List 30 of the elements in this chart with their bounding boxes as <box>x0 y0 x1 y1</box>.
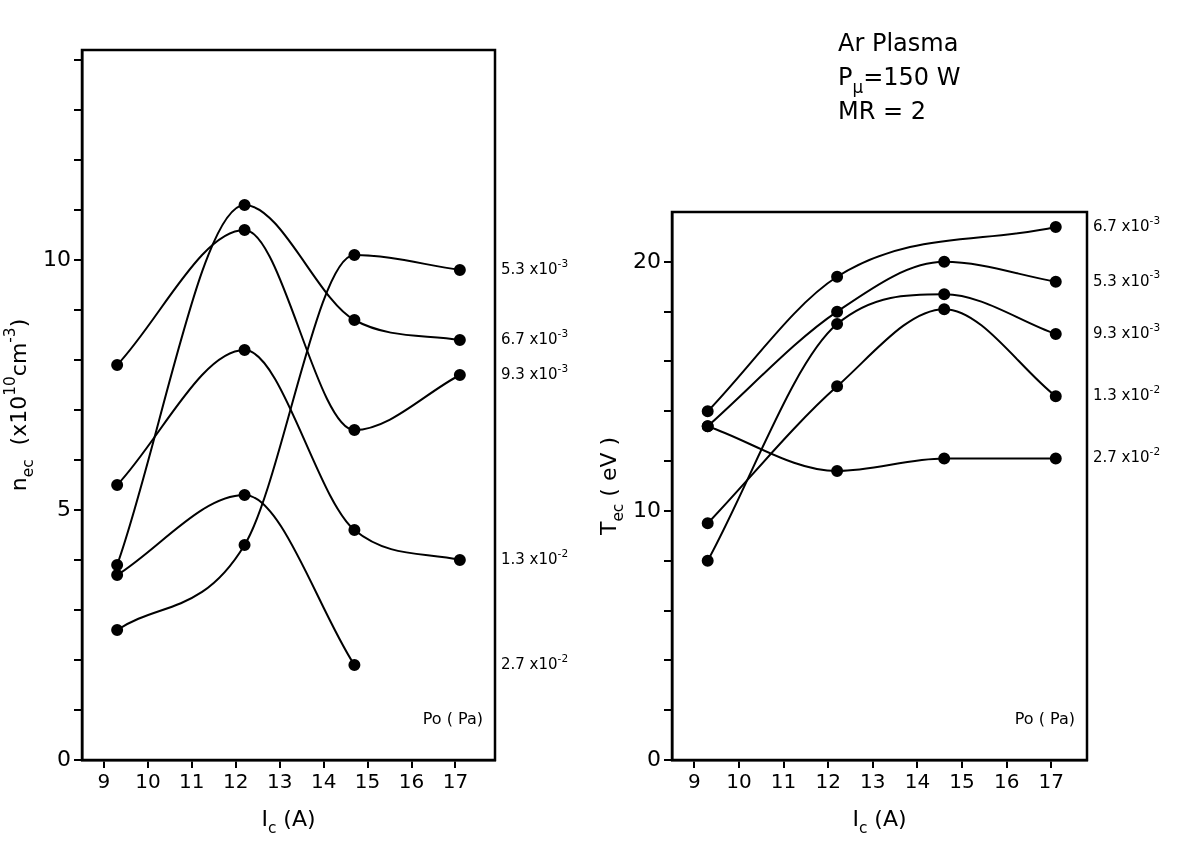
legend-title: Po ( Pa) <box>1014 709 1076 729</box>
x-tick-label: 12 <box>815 769 841 794</box>
x-tick-label: 13 <box>860 769 886 794</box>
y-tick-label: 0 <box>56 745 71 771</box>
x-tick-label: 11 <box>179 769 205 794</box>
y-axis-title: Tec ( eV ) <box>595 436 627 537</box>
x-tick-label: 10 <box>726 769 752 794</box>
x-tick-label: 17 <box>1038 769 1065 794</box>
x-tick-label: 17 <box>442 769 469 794</box>
y-axis-title: nec (x1010cm-3) <box>1 318 37 492</box>
y-tick-label: 10 <box>42 245 71 271</box>
x-tick-label: 11 <box>770 769 797 794</box>
y-tick-label: 0 <box>646 745 661 771</box>
x-tick-label: 10 <box>135 769 161 794</box>
x-tick-label: 14 <box>310 769 337 794</box>
x-tick-label: 15 <box>354 769 381 794</box>
legend-title: Po ( Pa) <box>422 709 484 729</box>
x-tick-label: 13 <box>266 769 293 794</box>
x-tick-label: 9 <box>97 769 111 794</box>
y-tick-label: 5 <box>56 495 71 521</box>
text: MR = 2 <box>838 97 927 126</box>
chart-title: Ar Plasma <box>838 29 959 58</box>
x-tick-label: 9 <box>687 769 701 794</box>
x-tick-label: 12 <box>223 769 249 794</box>
x-tick-label: 16 <box>398 769 425 794</box>
x-tick-label: 16 <box>993 769 1020 794</box>
x-tick-label: 15 <box>949 769 975 794</box>
y-tick-label: 10 <box>632 496 661 522</box>
x-tick-label: 14 <box>904 769 931 794</box>
y-tick-label: 20 <box>632 247 661 273</box>
